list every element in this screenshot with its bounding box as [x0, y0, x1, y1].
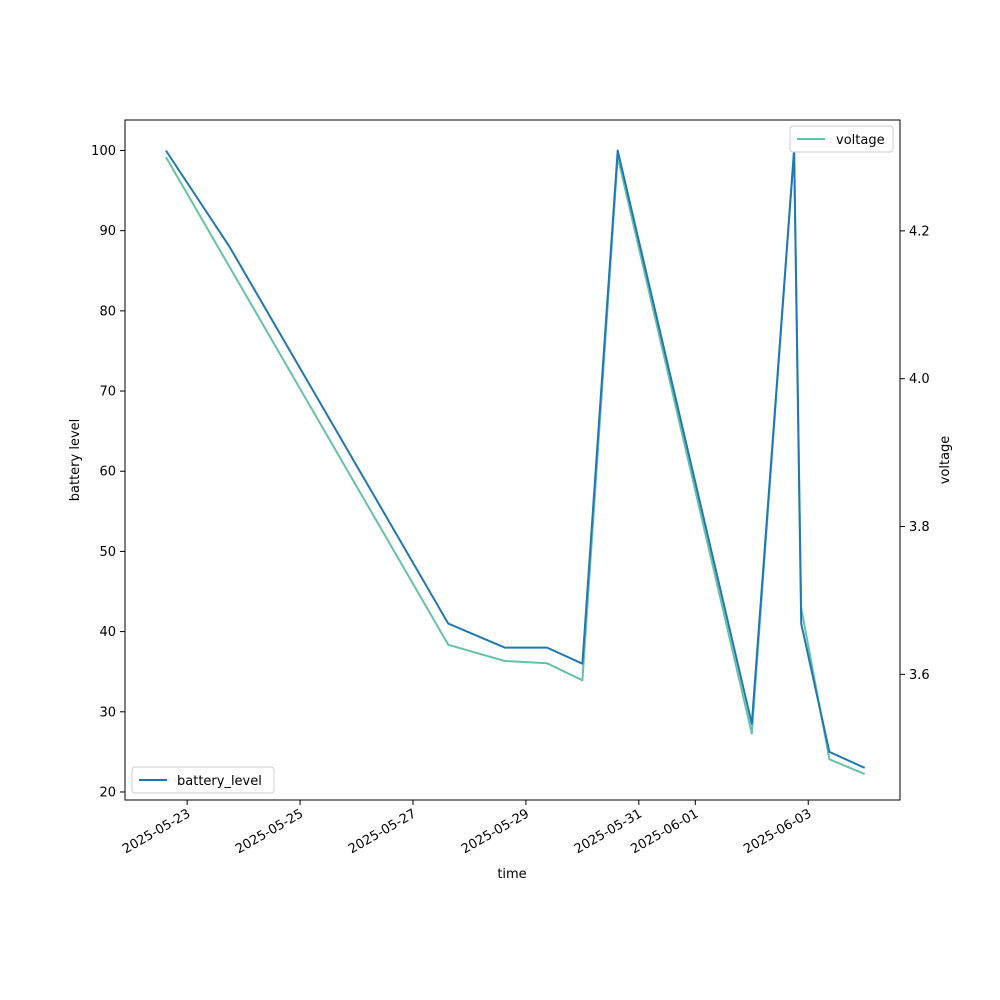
- y-tick-label: 100: [91, 144, 116, 159]
- y-axis-ticks: 20 30 40 50 60 70 80 90 100: [91, 144, 125, 800]
- series-lines: [165, 148, 866, 776]
- x-axis-label: time: [497, 867, 526, 882]
- y-tick-label: 50: [99, 545, 116, 560]
- plot-frame: [124, 119, 901, 801]
- x-tick-label: 2025-06-03: [741, 806, 814, 857]
- y-axis-label: battery level: [68, 419, 83, 502]
- y-tick-label: 30: [99, 705, 116, 720]
- x-tick-label: 2025-05-29: [459, 806, 532, 857]
- series-line-battery-level: [165, 149, 866, 769]
- y2-tick-label: 3.8: [909, 520, 930, 535]
- legend-battery-level: battery_level: [131, 766, 275, 794]
- x-tick-label: 2025-05-27: [346, 806, 419, 857]
- y2-tick-label: 3.6: [909, 668, 930, 683]
- legend-voltage: voltage: [789, 125, 894, 153]
- x-tick-label: 2025-05-25: [233, 806, 306, 857]
- y2-tick-label: 4.0: [909, 372, 930, 387]
- y-tick-label: 60: [99, 465, 116, 480]
- y-tick-label: 40: [99, 625, 116, 640]
- legend-voltage-box: [789, 125, 894, 153]
- legend-battery-level-box: [131, 766, 275, 794]
- y2-tick-label: 4.2: [909, 224, 930, 239]
- x-axis-ticks: 2025-05-23 2025-05-25 2025-05-27 2025-05-29…: [120, 800, 814, 857]
- legend-voltage-label: voltage: [836, 133, 885, 148]
- y-tick-label: 70: [99, 385, 116, 400]
- y-tick-label: 90: [99, 224, 116, 239]
- y2-axis-ticks: 3.6 3.8 4.0 4.2: [900, 224, 930, 683]
- y-tick-label: 20: [99, 785, 116, 800]
- series-line-voltage: [165, 148, 866, 776]
- legend-battery-level-label: battery_level: [177, 774, 262, 789]
- y2-axis-label: voltage: [938, 436, 953, 485]
- y-tick-label: 80: [99, 304, 116, 319]
- x-tick-label: 2025-05-23: [120, 806, 193, 857]
